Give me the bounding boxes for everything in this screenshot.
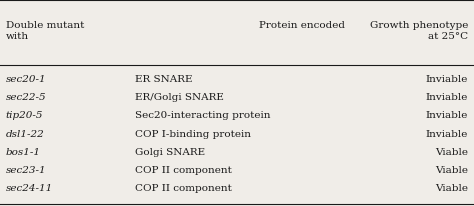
- Text: ER/Golgi SNARE: ER/Golgi SNARE: [135, 93, 224, 102]
- Text: COP II component: COP II component: [135, 184, 232, 193]
- Text: sec24-11: sec24-11: [6, 184, 53, 193]
- Text: Viable: Viable: [435, 184, 468, 193]
- Text: Viable: Viable: [435, 166, 468, 175]
- Text: Protein encoded: Protein encoded: [259, 21, 345, 30]
- Text: tip20-5: tip20-5: [6, 111, 43, 121]
- Text: COP II component: COP II component: [135, 166, 232, 175]
- Text: Sec20-interacting protein: Sec20-interacting protein: [135, 111, 271, 121]
- Text: Growth phenotype
at 25°C: Growth phenotype at 25°C: [370, 21, 468, 41]
- Text: Golgi SNARE: Golgi SNARE: [135, 148, 205, 157]
- Text: Inviable: Inviable: [426, 93, 468, 102]
- Text: Inviable: Inviable: [426, 111, 468, 121]
- Text: Inviable: Inviable: [426, 130, 468, 139]
- Text: Double mutant
with: Double mutant with: [6, 21, 84, 41]
- Text: sec22-5: sec22-5: [6, 93, 46, 102]
- Text: sec20-1: sec20-1: [6, 75, 46, 84]
- Text: bos1-1: bos1-1: [6, 148, 41, 157]
- Text: sec23-1: sec23-1: [6, 166, 46, 175]
- Text: Viable: Viable: [435, 148, 468, 157]
- Text: ER SNARE: ER SNARE: [135, 75, 192, 84]
- Text: dsl1-22: dsl1-22: [6, 130, 45, 139]
- Text: COP I-binding protein: COP I-binding protein: [135, 130, 251, 139]
- Text: Inviable: Inviable: [426, 75, 468, 84]
